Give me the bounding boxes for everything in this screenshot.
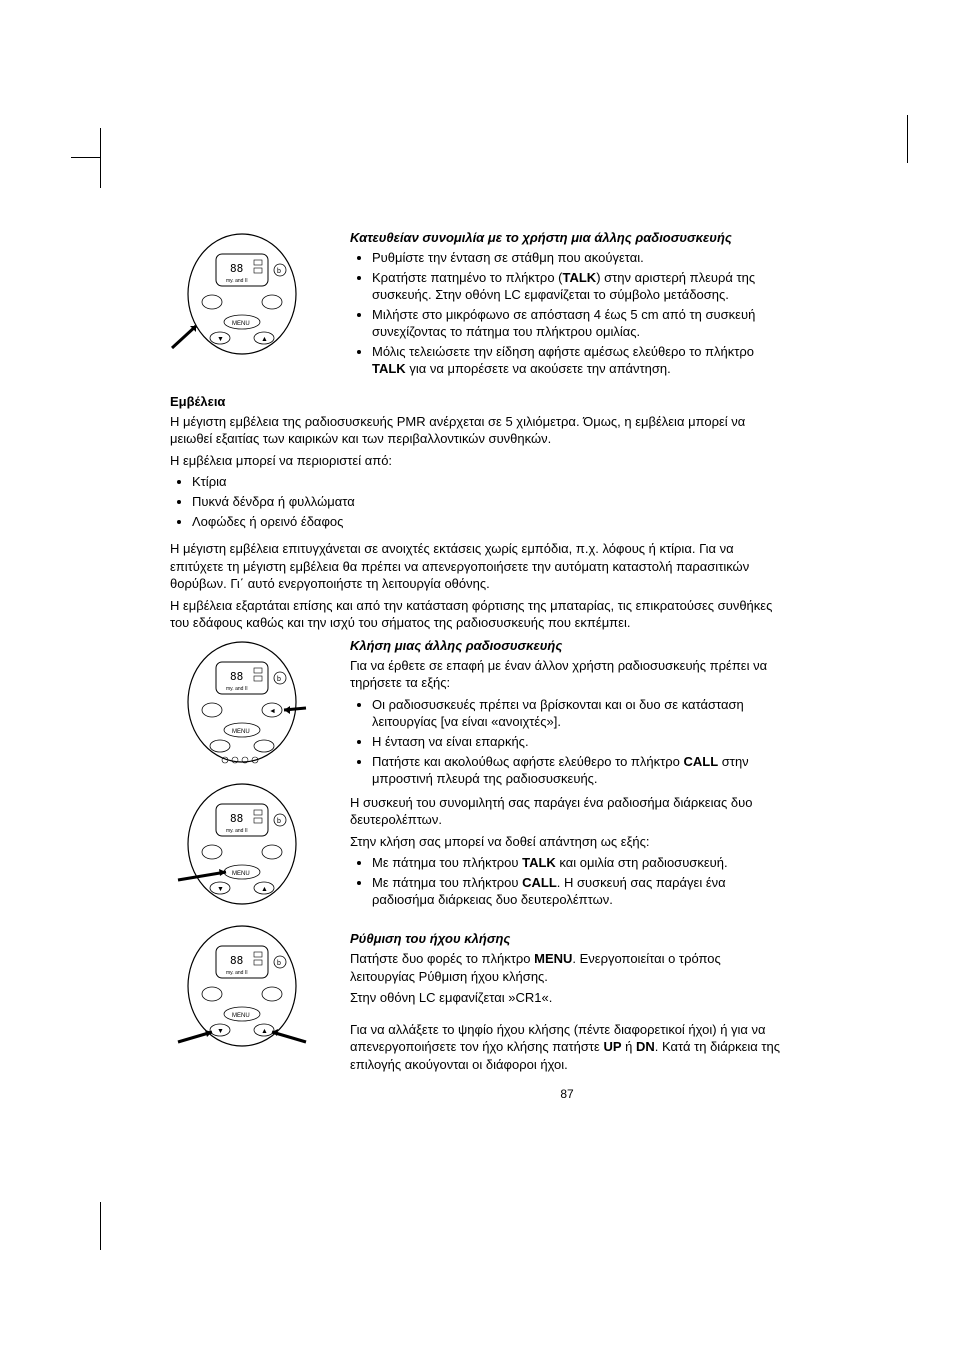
svg-text:▼: ▼ [217,1028,224,1035]
svg-text:88: 88 [230,812,243,825]
section3-heading: Κλήση μιας άλλης ραδιοσυσκευής [350,638,784,653]
svg-text:b: b [277,818,281,825]
svg-text:▲: ▲ [261,1028,268,1035]
svg-text:88: 88 [230,954,243,967]
svg-text:▼: ▼ [217,336,224,343]
section3-item: Με πάτημα του πλήκτρου CALL. Η συσκευή σ… [372,874,784,909]
section2-paragraph: Η εμβέλεια μπορεί να περιοριστεί από: [170,452,784,470]
page-number: 87 [350,1087,784,1101]
svg-text:MENU: MENU [232,729,250,735]
svg-text:b: b [277,676,281,683]
section1-item: Ρυθμίστε την ένταση σε στάθμη που ακούγε… [372,249,784,267]
section3-item: Η ένταση να είναι επαρκής. [372,733,784,751]
svg-text:▼: ▼ [217,886,224,893]
section1-item: Μόλις τελειώσετε την είδηση αφήστε αμέσω… [372,343,784,378]
svg-text:my. and II: my. and II [226,278,248,284]
section1-heading: Κατευθείαν συνομιλία με το χρήστη μια άλ… [350,230,784,245]
radio-device-figure-1: 88 my. and II b MENU ▼ ▲ [170,230,310,360]
radio-device-figure-2: 88 my. and II ◄ b MENU [170,638,310,768]
section2-item: Πυκνά δένδρα ή φυλλώματα [192,493,784,511]
section3-list: Οι ραδιοσυσκευές πρέπει να βρίσκονται κα… [350,696,784,788]
section4-paragraph: Στην οθόνη LC εμφανίζεται »CR1«. [350,989,784,1007]
section2-paragraph: Η μέγιστη εμβέλεια επιτυγχάνεται σε ανοι… [170,540,784,593]
section1-list: Ρυθμίστε την ένταση σε στάθμη που ακούγε… [350,249,784,378]
section3-paragraph: Για να έρθετε σε επαφή με έναν άλλον χρή… [350,657,784,692]
svg-text:88: 88 [230,670,243,683]
section3-item: Πατήστε και ακολούθως αφήστε ελεύθερο το… [372,753,784,788]
section2-item: Κτίρια [192,473,784,491]
svg-text:▲: ▲ [261,886,268,893]
section2-paragraph: Η μέγιστη εμβέλεια της ραδιοσυσκευής PMR… [170,413,784,448]
svg-text:MENU: MENU [232,871,250,877]
section1-item: Μιλήστε στο μικρόφωνο σε απόσταση 4 έως … [372,306,784,341]
section3-paragraph: Η συσκευή του συνομιλητή σας παράγει ένα… [350,794,784,829]
svg-text:MENU: MENU [232,321,250,327]
svg-text:MENU: MENU [232,1013,250,1019]
section3-paragraph: Στην κλήση σας μπορεί να δοθεί απάντηση … [350,833,784,851]
radio-device-figure-4: 88 my. and II b MENU ▼ ▲ [170,922,310,1052]
svg-text:my. and II: my. and II [226,970,248,976]
svg-text:88: 88 [230,262,243,275]
radio-device-figure-3: 88 my. and II b MENU ▼ ▲ [170,780,310,910]
svg-text:b: b [277,268,281,275]
section3-item: Με πάτημα του πλήκτρου TALK και ομιλία σ… [372,854,784,872]
section2-paragraph: Η εμβέλεια εξαρτάται επίσης και από την … [170,597,784,632]
section3-list2: Με πάτημα του πλήκτρου TALK και ομιλία σ… [350,854,784,909]
svg-text:my. and II: my. and II [226,686,248,692]
section4-paragraph: Πατήστε δυο φορές το πλήκτρο MENU. Ενεργ… [350,950,784,985]
section4-paragraph: Για να αλλάξετε το ψηφίο ήχου κλήσης (πέ… [350,1021,784,1074]
section2-item: Λοφώδες ή ορεινό έδαφος [192,513,784,531]
section1-item: Κρατήστε πατημένο το πλήκτρο (TALK) στην… [372,269,784,304]
svg-text:◄: ◄ [269,708,276,715]
svg-text:my. and II: my. and II [226,828,248,834]
section4-heading: Ρύθμιση του ήχου κλήσης [350,931,784,946]
svg-text:▲: ▲ [261,336,268,343]
section3-item: Οι ραδιοσυσκευές πρέπει να βρίσκονται κα… [372,696,784,731]
section2-list: Κτίρια Πυκνά δένδρα ή φυλλώματα Λοφώδες … [170,473,784,530]
svg-text:b: b [277,960,281,967]
section2-heading: Εμβέλεια [170,394,784,409]
